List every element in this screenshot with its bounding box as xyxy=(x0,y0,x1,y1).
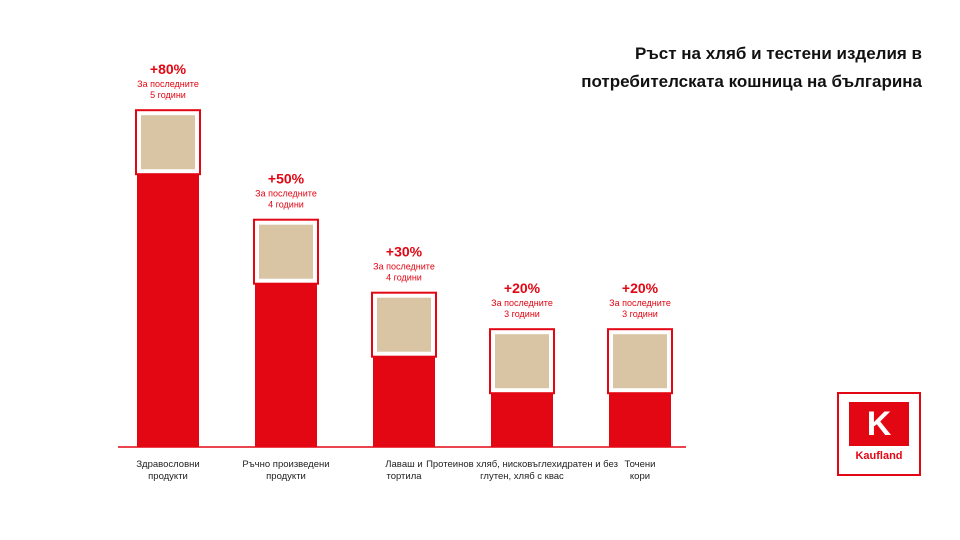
category-label-4-2: глутен, хляб с квас xyxy=(480,471,564,482)
bar-2 xyxy=(255,264,317,447)
period-label-1-a: За последните xyxy=(137,79,199,89)
period-label-1-b: 5 години xyxy=(150,90,186,100)
value-label-2: +50% xyxy=(268,171,305,187)
period-label-3-a: За последните xyxy=(373,262,435,272)
kaufland-logo: K Kaufland xyxy=(837,392,921,476)
photo-fill-3 xyxy=(377,297,431,352)
photo-fill-2 xyxy=(259,224,313,279)
period-label-3-b: 4 години xyxy=(386,273,422,283)
chart-title-line-2: потребителската кошница на българина xyxy=(581,72,922,91)
value-label-5: +20% xyxy=(622,280,659,296)
period-label-5-b: 3 години xyxy=(622,309,658,319)
value-label-1: +80% xyxy=(150,61,187,77)
logo-letter: K xyxy=(866,405,892,443)
period-label-4-b: 3 години xyxy=(504,309,540,319)
category-label-2-2: продукти xyxy=(266,471,306,482)
category-label-3-2: тортила xyxy=(386,471,422,482)
category-label-5-2: кори xyxy=(630,471,650,482)
photo-fill-1 xyxy=(141,115,195,170)
category-label-2-1: Ръчно произведени xyxy=(242,459,329,470)
value-label-3: +30% xyxy=(386,244,423,260)
category-label-3-1: Лавaш и xyxy=(385,459,422,470)
chart-title: Ръст на хляб и тестени изделия в потреби… xyxy=(452,40,922,96)
photo-fill-5 xyxy=(613,334,667,389)
category-label-4-1: Протеинов хляб, нисковъглехидратен и без xyxy=(426,459,618,470)
period-label-2-b: 4 години xyxy=(268,200,304,210)
period-label-2-a: За последните xyxy=(255,189,317,199)
photo-fill-4 xyxy=(495,334,549,389)
category-label-1-2: продукти xyxy=(148,471,188,482)
category-label-5-1: Точени xyxy=(625,459,656,470)
logo-mark: K xyxy=(849,402,909,446)
logo-text: Kaufland xyxy=(855,450,903,462)
category-label-1-1: Здравословни xyxy=(136,459,199,470)
bar-1 xyxy=(137,155,199,447)
period-label-5-a: За последните xyxy=(609,298,671,308)
chart-title-line-1: Ръст на хляб и тестени изделия в xyxy=(635,44,922,63)
period-label-4-a: За последните xyxy=(491,298,553,308)
value-label-4: +20% xyxy=(504,280,541,296)
